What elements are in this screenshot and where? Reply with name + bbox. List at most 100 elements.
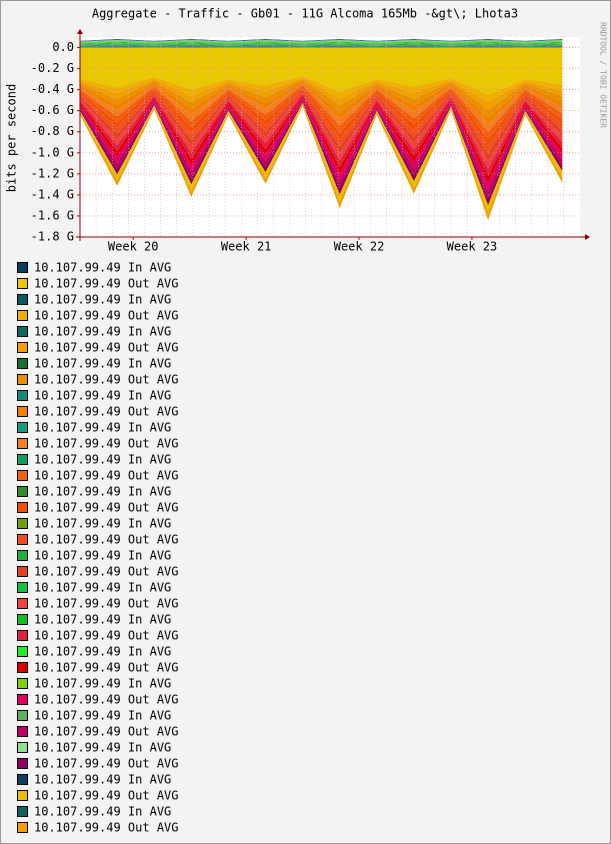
legend-label: 10.107.99.49 Out AVG — [34, 309, 179, 323]
legend-swatch — [17, 566, 28, 577]
legend-swatch — [17, 390, 28, 401]
x-tick-label: Week 23 — [447, 240, 498, 254]
x-axis-arrow — [585, 234, 590, 240]
area-series — [80, 44, 563, 46]
legend-label: 10.107.99.49 Out AVG — [34, 501, 179, 515]
y-axis-arrow — [77, 29, 83, 34]
y-tick-label: 0.0 — [52, 40, 74, 54]
area-series — [80, 41, 563, 44]
y-tick-label: -0.2 G — [31, 61, 74, 75]
legend-swatch — [17, 742, 28, 753]
area-series — [80, 42, 563, 45]
y-tick-label: -1.6 G — [31, 208, 74, 222]
legend-label: 10.107.99.49 Out AVG — [34, 405, 179, 419]
legend-swatch — [17, 310, 28, 321]
y-tick-label: -1.4 G — [31, 187, 74, 201]
legend-swatch — [17, 406, 28, 417]
legend-label: 10.107.99.49 Out AVG — [34, 757, 179, 771]
area-series — [80, 43, 563, 45]
y-tick-label: -0.4 G — [31, 82, 74, 96]
legend-swatch — [17, 678, 28, 689]
area-series — [80, 45, 563, 47]
legend-swatch — [17, 582, 28, 593]
legend-swatch — [17, 518, 28, 529]
legend-label: 10.107.99.49 In AVG — [34, 325, 171, 339]
legend-label: 10.107.99.49 In AVG — [34, 357, 171, 371]
legend-label: 10.107.99.49 Out AVG — [34, 597, 179, 611]
legend-swatch — [17, 534, 28, 545]
overlay: 0.0 -0.2 G -0.4 G -0.6 G -0.8 G -1.0 G -1.2 G -… — [31, 29, 590, 254]
legend-swatch — [17, 774, 28, 785]
legend-label: 10.107.99.49 In AVG — [34, 773, 171, 787]
y-tick-label: -0.8 G — [31, 124, 74, 138]
legend-swatch — [17, 278, 28, 289]
legend-label: 10.107.99.49 Out AVG — [34, 725, 179, 739]
legend-label: 10.107.99.49 Out AVG — [34, 469, 179, 483]
legend-label: 10.107.99.49 Out AVG — [34, 437, 179, 451]
legend-label: 10.107.99.49 In AVG — [34, 709, 171, 723]
legend-label: 10.107.99.49 In AVG — [34, 421, 171, 435]
legend-label: 10.107.99.49 In AVG — [34, 741, 171, 755]
area-series — [80, 39, 563, 42]
legend-swatch — [17, 342, 28, 353]
legend-swatch — [17, 326, 28, 337]
watermark: RRDTOOL / TOBI OETIKER — [599, 22, 608, 128]
legend-swatch — [17, 502, 28, 513]
legend-label: 10.107.99.49 Out AVG — [34, 373, 179, 387]
legend-label: 10.107.99.49 In AVG — [34, 805, 171, 819]
y-tick-label: -1.2 G — [31, 166, 74, 180]
legend-swatch — [17, 694, 28, 705]
area-series — [80, 81, 563, 125]
y-tick-label: -1.0 G — [31, 145, 74, 159]
legend-label: 10.107.99.49 Out AVG — [34, 277, 179, 291]
area-series — [80, 40, 563, 43]
legend-swatch — [17, 758, 28, 769]
area-series — [80, 45, 563, 47]
legend-swatch — [17, 550, 28, 561]
legend-swatch — [17, 630, 28, 641]
legend-label: 10.107.99.49 Out AVG — [34, 693, 179, 707]
area-series — [80, 41, 563, 44]
area-series — [80, 39, 563, 42]
legend-swatch — [17, 374, 28, 385]
legend-label: 10.107.99.49 Out AVG — [34, 789, 179, 803]
area-series — [80, 46, 563, 48]
area-series — [80, 39, 563, 42]
y-tick-label: -0.6 G — [31, 103, 74, 117]
legend-swatch — [17, 710, 28, 721]
chart-title: Aggregate - Traffic - Gb01 - 11G Alcoma … — [92, 7, 518, 21]
x-tick-label: Week 20 — [108, 240, 159, 254]
legend-label: 10.107.99.49 In AVG — [34, 677, 171, 691]
legend-swatch — [17, 470, 28, 481]
legend-swatch — [17, 646, 28, 657]
x-tick-label: Week 21 — [221, 240, 272, 254]
legend-swatch — [17, 822, 28, 833]
legend-swatch — [17, 358, 28, 369]
legend-swatch — [17, 726, 28, 737]
legend-swatch — [17, 790, 28, 801]
legend-label: 10.107.99.49 Out AVG — [34, 533, 179, 547]
legend-swatch — [17, 486, 28, 497]
legend-swatch — [17, 662, 28, 673]
legend-label: 10.107.99.49 Out AVG — [34, 565, 179, 579]
legend-label: 10.107.99.49 Out AVG — [34, 821, 179, 835]
area-series — [80, 79, 563, 117]
legend-swatch — [17, 598, 28, 609]
legend-swatch — [17, 614, 28, 625]
legend-label: 10.107.99.49 In AVG — [34, 453, 171, 467]
legend-label: 10.107.99.49 In AVG — [34, 485, 171, 499]
legend-swatch — [17, 438, 28, 449]
legend-swatch — [17, 454, 28, 465]
legend-label: 10.107.99.49 Out AVG — [34, 341, 179, 355]
legend-label: 10.107.99.49 In AVG — [34, 517, 171, 531]
legend-label: 10.107.99.49 Out AVG — [34, 661, 179, 675]
legend-swatch — [17, 262, 28, 273]
legend-label: 10.107.99.49 In AVG — [34, 581, 171, 595]
legend-label: 10.107.99.49 In AVG — [34, 389, 171, 403]
area-series — [80, 44, 563, 46]
y-tick-label: -1.8 G — [31, 230, 74, 244]
legend-swatch — [17, 294, 28, 305]
legend: 10.107.99.49 In AVG 10.107.99.49 Out AVG 1… — [17, 261, 179, 835]
